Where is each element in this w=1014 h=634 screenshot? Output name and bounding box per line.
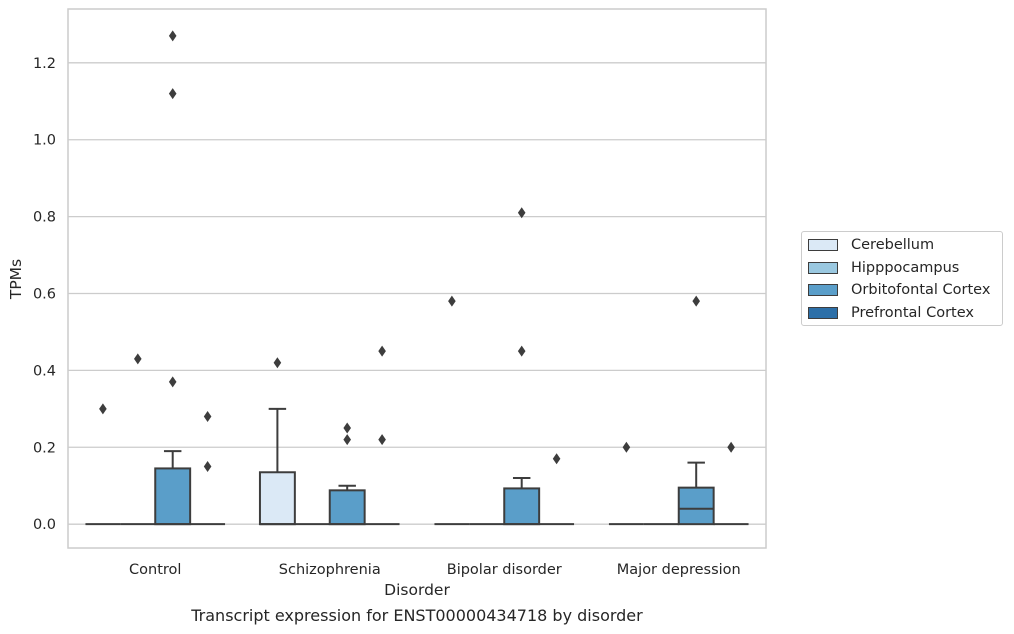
legend-item-prefrontal-cortex: Prefrontal Cortex: [808, 303, 974, 323]
outlier-point: [168, 88, 177, 100]
outlier-point: [203, 411, 212, 423]
y-tick-label: 0.0: [33, 517, 56, 533]
y-tick-label: 0.4: [33, 363, 56, 379]
box-body: [258, 471, 296, 526]
box-orbitofontal-cortex: [503, 207, 541, 526]
box-prefrontal-cortex: [190, 411, 226, 526]
x-tick-label: Major depression: [617, 562, 741, 578]
box-body: [503, 487, 541, 526]
gridlines: [68, 62, 766, 525]
box-cerebellum: [85, 403, 121, 526]
x-tick-label: Schizophrenia: [279, 562, 381, 578]
box-body: [328, 489, 366, 526]
box-orbitofontal-cortex: [677, 295, 715, 526]
outlier-point: [343, 434, 351, 446]
chart-caption: Transcript expression for ENST0000043471…: [191, 606, 643, 625]
legend-label-hippocampus: Hipppocampus: [851, 260, 960, 276]
outlier-point: [517, 207, 526, 219]
box-orbitofontal-cortex: [328, 422, 366, 526]
legend-item-hippocampus: Hipppocampus: [808, 258, 959, 278]
legend-swatch-prefrontal-cortex: [808, 307, 838, 319]
legend-item-orbitofrontal-cortex: Orbitofontal Cortex: [808, 280, 990, 300]
box-prefrontal-cortex: [364, 345, 400, 526]
y-axis-label: TPMs: [7, 259, 25, 300]
outlier-point: [448, 295, 456, 307]
legend-label-prefrontal-cortex: Prefrontal Cortex: [851, 305, 974, 321]
box-cerebellum: [434, 295, 470, 526]
box-body: [154, 467, 192, 526]
box-plot-marks: [85, 30, 749, 526]
x-tick-label: Control: [129, 562, 181, 578]
x-axis-label: Disorder: [384, 581, 450, 599]
box-orbitofontal-cortex: [154, 30, 192, 526]
outlier-point: [273, 357, 282, 369]
y-tick-label: 1.2: [33, 56, 56, 72]
legend-label-orbitofrontal-cortex: Orbitofontal Cortex: [851, 282, 991, 298]
box-prefrontal-cortex: [713, 441, 749, 526]
outlier-point: [378, 434, 386, 446]
legend-swatch-hippocampus: [808, 262, 838, 274]
outlier-point: [99, 403, 107, 415]
y-tick-label: 1.0: [33, 133, 56, 149]
outlier-point: [343, 422, 351, 434]
outlier-point: [727, 441, 735, 453]
outlier-point: [203, 460, 212, 472]
axis-ticks: 0.0 0.2 0.4 0.6 0.8 1.0 1.2 Control Schizophreni…: [33, 56, 741, 578]
legend-swatch-cerebellum: [808, 239, 838, 251]
y-tick-label: 0.8: [33, 210, 56, 226]
outlier-point: [622, 441, 631, 453]
box-hipppocampus: [120, 353, 156, 526]
box-cerebellum: [608, 441, 644, 526]
outlier-point: [378, 345, 386, 357]
legend-swatch-orbitofrontal-cortex: [808, 284, 838, 296]
box-body: [677, 486, 715, 526]
outlier-point: [134, 353, 142, 365]
outlier-point: [168, 376, 177, 388]
y-tick-label: 0.2: [33, 440, 56, 456]
legend-label-cerebellum: Cerebellum: [851, 237, 935, 253]
box-prefrontal-cortex: [539, 453, 575, 526]
legend: Cerebellum Hipppocampus Orbitofontal Cor…: [801, 231, 1003, 326]
outlier-point: [552, 453, 561, 465]
legend-item-cerebellum: Cerebellum: [808, 235, 934, 255]
box-cerebellum: [258, 357, 296, 526]
outlier-point: [517, 345, 526, 357]
plot-frame: [67, 8, 767, 549]
x-tick-label: Bipolar disorder: [447, 562, 562, 578]
outlier-point: [168, 30, 177, 42]
y-tick-label: 0.6: [33, 286, 56, 302]
outlier-point: [692, 295, 700, 307]
